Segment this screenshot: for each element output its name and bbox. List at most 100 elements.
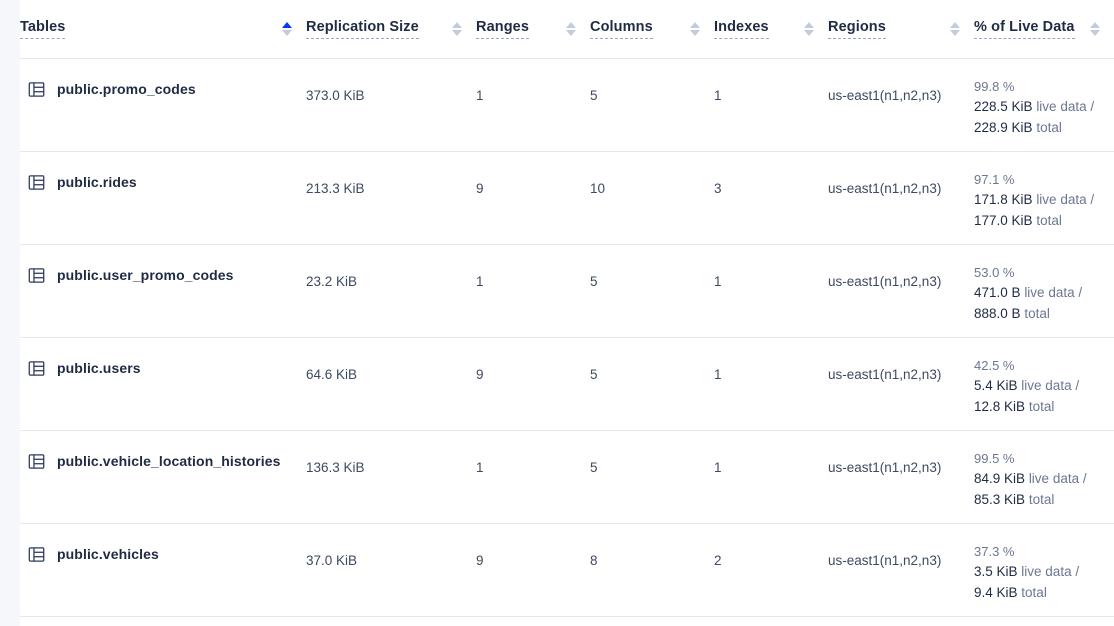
cell-indexes: 1 (714, 430, 828, 524)
column-header-label: Tables (20, 19, 66, 39)
cell-columns: 5 (590, 337, 714, 431)
total-data-amount: 228.9 KiB (974, 119, 1033, 135)
cell-regions: us-east1(n1,n2,n3) (828, 244, 974, 338)
live-data-percent: 97.1 % (974, 171, 1015, 187)
columns-value: 10 (590, 180, 606, 196)
cell-table-name[interactable]: public.vehicles (20, 523, 306, 617)
database-tables-panel: Tables Replication Size (20, 0, 1114, 626)
column-header-regions[interactable]: Regions (828, 0, 974, 59)
columns-value: 5 (590, 273, 598, 289)
column-header-replication-size[interactable]: Replication Size (306, 0, 476, 59)
indexes-value: 2 (714, 552, 722, 568)
total-data-label: total (1036, 212, 1062, 228)
cell-columns: 5 (590, 430, 714, 524)
live-data-label: live data / (1021, 377, 1080, 393)
table-row[interactable]: public.promo_codes 373.0 KiB 1 5 1 us-east1(n… (20, 58, 1114, 152)
cell-indexes: 1 (714, 244, 828, 338)
total-data-amount: 9.4 KiB (974, 584, 1018, 600)
cell-ranges: 1 (476, 430, 590, 524)
column-header-tables[interactable]: Tables (20, 0, 306, 59)
cell-indexes: 1 (714, 337, 828, 431)
live-data-amount: 171.8 KiB (974, 191, 1033, 207)
table-name-link[interactable]: public.users (57, 360, 141, 376)
column-header-columns[interactable]: Columns (590, 0, 714, 59)
cell-percent-live-data: 53.0 % 471.0 B live data /888.0 B total (974, 244, 1114, 338)
cell-replication-size: 37.0 KiB (306, 523, 476, 617)
indexes-value: 1 (714, 273, 722, 289)
table-name-link[interactable]: public.user_promo_codes (57, 267, 234, 283)
live-data-percent: 99.5 % (974, 450, 1015, 466)
total-data-label: total (1028, 398, 1055, 414)
total-data-label: total (1036, 119, 1062, 135)
column-header-ranges[interactable]: Ranges (476, 0, 590, 59)
table-name-link[interactable]: public.vehicles (57, 546, 159, 562)
column-header-label: Indexes (714, 19, 769, 39)
cell-percent-live-data: 99.8 % 228.5 KiB live data /228.9 KiB tot… (974, 58, 1114, 152)
cell-columns: 10 (590, 151, 714, 245)
column-header-percent-live-data[interactable]: % of Live Data (974, 0, 1114, 59)
ranges-value: 1 (476, 459, 484, 475)
header-row: Tables Replication Size (20, 0, 1114, 59)
column-header-label: Ranges (476, 19, 529, 39)
table-icon (28, 81, 45, 98)
cell-table-name[interactable]: public.rides (20, 151, 306, 245)
sort-arrows-icon[interactable] (690, 21, 700, 36)
table-icon (28, 267, 45, 284)
live-data-label: live data / (1036, 98, 1095, 114)
table-row[interactable]: public.rides 213.3 KiB 9 10 3 us-east1(n1,n2,… (20, 151, 1114, 245)
sort-arrows-icon[interactable] (282, 21, 292, 36)
indexes-value: 1 (714, 366, 722, 382)
replication-size-value: 37.0 KiB (306, 552, 358, 568)
sort-arrows-icon[interactable] (950, 21, 960, 36)
cell-indexes: 1 (714, 58, 828, 152)
table-name-link[interactable]: public.promo_codes (57, 81, 196, 97)
cell-table-name[interactable]: public.user_promo_codes (20, 244, 306, 338)
column-header-indexes[interactable]: Indexes (714, 0, 828, 59)
table-row[interactable]: public.user_promo_codes 23.2 KiB 1 5 1 us-eas… (20, 244, 1114, 338)
total-data-amount: 85.3 KiB (974, 491, 1026, 507)
total-data-label: total (1021, 584, 1047, 600)
cell-indexes: 2 (714, 523, 828, 617)
ranges-value: 9 (476, 366, 484, 382)
regions-value: us-east1(n1,n2,n3) (828, 459, 942, 475)
cell-table-name[interactable]: public.promo_codes (20, 58, 306, 152)
live-data-amount: 3.5 KiB (974, 563, 1018, 579)
live-data-label: live data / (1021, 563, 1080, 579)
table-icon (28, 546, 45, 563)
column-header-label: % of Live Data (974, 19, 1075, 39)
sort-arrows-icon[interactable] (452, 21, 462, 36)
table-name-link[interactable]: public.vehicle_location_histories (57, 453, 281, 469)
table-name-link[interactable]: public.rides (57, 174, 137, 190)
cell-ranges: 1 (476, 58, 590, 152)
live-data-amount-line: 471.0 B live data / (974, 283, 1108, 304)
cell-table-name[interactable]: public.users (20, 337, 306, 431)
table-icon (28, 453, 45, 470)
table-icon (28, 360, 45, 377)
cell-table-name[interactable]: public.vehicle_location_histories (20, 430, 306, 524)
cell-regions: us-east1(n1,n2,n3) (828, 58, 974, 152)
live-data-amount-line: 5.4 KiB live data / (974, 376, 1108, 397)
live-data-amount-line: 228.5 KiB live data / (974, 97, 1108, 118)
table-row[interactable]: public.vehicle_location_histories 136.3 K… (20, 430, 1114, 524)
sort-arrows-icon[interactable] (1090, 21, 1100, 36)
column-header-label: Columns (590, 19, 653, 39)
column-header-label: Regions (828, 19, 886, 39)
replication-size-value: 373.0 KiB (306, 87, 365, 103)
cell-regions: us-east1(n1,n2,n3) (828, 151, 974, 245)
cell-percent-live-data: 97.1 % 171.8 KiB live data /177.0 KiB tot… (974, 151, 1114, 245)
live-data-amount-line: 171.8 KiB live data / (974, 190, 1108, 211)
live-data-label: live data / (1028, 470, 1087, 486)
cell-ranges: 9 (476, 151, 590, 245)
columns-value: 5 (590, 366, 598, 382)
replication-size-value: 64.6 KiB (306, 366, 358, 382)
cell-indexes: 3 (714, 151, 828, 245)
cell-replication-size: 373.0 KiB (306, 58, 476, 152)
sort-arrows-icon[interactable] (566, 21, 576, 36)
table-row[interactable]: public.vehicles 37.0 KiB 9 8 2 us-east1(n1,n2… (20, 523, 1114, 617)
regions-value: us-east1(n1,n2,n3) (828, 552, 942, 568)
sort-arrows-icon[interactable] (804, 21, 814, 36)
live-data-amount: 84.9 KiB (974, 470, 1026, 486)
total-data-label: total (1024, 305, 1050, 321)
table-row[interactable]: public.users 64.6 KiB 9 5 1 us-east1(n1,n2,n3… (20, 337, 1114, 431)
